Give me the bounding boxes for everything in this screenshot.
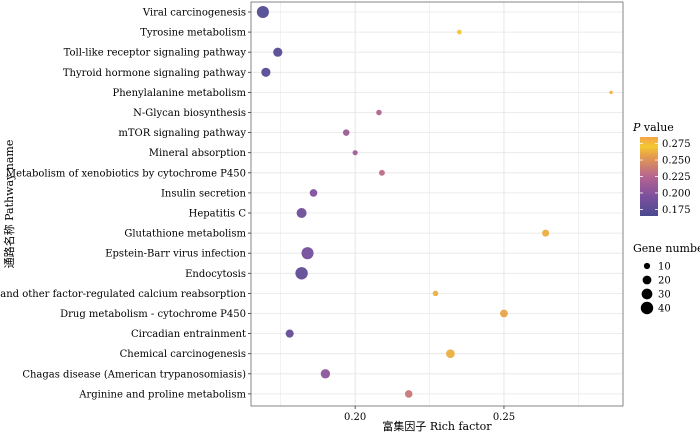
y-tick-label: Thyroid hormone signaling pathway — [63, 68, 247, 79]
y-tick-label: Drug metabolism - cytochrome P450 — [60, 309, 246, 320]
data-point — [295, 267, 308, 280]
data-point — [404, 390, 413, 398]
y-tick-label: Glutathione metabolism — [124, 229, 246, 240]
data-point — [273, 47, 283, 57]
y-tick-label: Hepatitis C — [189, 209, 247, 220]
gene-number-legend-label: 40 — [658, 304, 671, 315]
gene-number-legend-dot — [642, 275, 652, 285]
data-point — [285, 329, 294, 338]
y-tick-label: Arginine and proline metabolism — [78, 389, 246, 400]
p-value-colorbar — [640, 137, 658, 216]
y-tick-label: Insulin secretion — [161, 188, 247, 199]
data-point — [500, 309, 508, 318]
data-point — [609, 90, 613, 95]
data-point — [342, 129, 350, 136]
y-tick-label: mTOR signaling pathway — [118, 128, 246, 139]
grid-layer — [251, 2, 623, 406]
colorbar-tick-label: 0.175 — [662, 205, 691, 216]
p-value-legend-title: P value — [632, 121, 674, 134]
gene-number-legend-dot — [643, 262, 651, 270]
gene-number-legend-dot — [641, 288, 653, 300]
y-tick-label: Mineral absorption — [149, 148, 247, 159]
colorbar-tick-label: 0.275 — [662, 139, 691, 150]
data-point — [256, 5, 269, 19]
data-point — [456, 29, 462, 35]
colorbar-tick-label: 0.225 — [662, 172, 691, 183]
data-point — [309, 189, 318, 197]
gene-number-legend-items: 10 20 30 40 — [640, 262, 671, 315]
y-tick-label: Chemical carcinogenesis — [120, 349, 246, 360]
colorbar-tick-label: 0.250 — [662, 156, 691, 167]
gene-number-legend-label: 30 — [658, 290, 671, 301]
y-tick-label: Chagas disease (American trypanosomiasis… — [22, 369, 246, 380]
x-tick-label: 0.20 — [344, 412, 366, 423]
y-tick-label: Endocytosis — [185, 269, 246, 280]
gene-number-legend-dot — [640, 301, 654, 315]
y-tick-label: Viral carcinogenesis — [142, 8, 246, 19]
data-point — [432, 290, 439, 297]
y-tick-label: Toll-like receptor signaling pathway — [64, 48, 247, 59]
p-value-legend-ticks: 0.175 0.200 0.225 0.250 0.275 — [640, 139, 691, 216]
y-tick-label: Epstein-Barr virus infection — [105, 249, 246, 260]
data-point — [352, 150, 358, 156]
gene-number-legend-label: 10 — [658, 262, 671, 273]
p-value-legend-title-italic: P — [632, 121, 641, 134]
p-value-legend: P value 0.175 0.200 0.225 0.250 0.275 — [632, 121, 691, 216]
y-tick-label: Metabolism of xenobiotics by cytochrome … — [6, 168, 246, 179]
data-point — [376, 109, 382, 116]
gene-number-legend-title: Gene number — [633, 242, 700, 255]
panel-border — [250, 1, 624, 407]
panel-background — [251, 2, 623, 406]
data-point — [542, 229, 550, 237]
data-point — [301, 247, 314, 260]
data-point — [296, 208, 307, 218]
y-tick-label: Tyrosine metabolism — [140, 28, 246, 39]
x-axis-title: 富集因子 Rich factor — [382, 419, 492, 433]
x-tick-label: 0.25 — [493, 412, 515, 423]
colorbar-tick-label: 0.200 — [662, 188, 691, 199]
data-point — [446, 349, 455, 359]
p-value-legend-title-rest: value — [640, 121, 673, 134]
points-layer — [256, 5, 613, 398]
y-tick-label: N-Glycan biosynthesis — [133, 108, 246, 119]
gene-number-legend: Gene number 10 20 30 40 — [633, 242, 700, 315]
data-point — [261, 67, 271, 77]
y-tick-label: Phenylalanine metabolism — [113, 88, 247, 99]
ticks-layer: Viral carcinogenesis Tyrosine metabolism T… — [0, 8, 515, 424]
y-tick-label: Circadian entrainment — [131, 329, 246, 340]
data-point — [379, 169, 385, 176]
y-axis-title: 通路名称 Pathway name — [2, 140, 16, 269]
data-point — [320, 369, 331, 379]
gene-number-legend-label: 20 — [658, 276, 671, 287]
y-tick-label: Endocrine and other factor-regulated cal… — [0, 289, 247, 300]
